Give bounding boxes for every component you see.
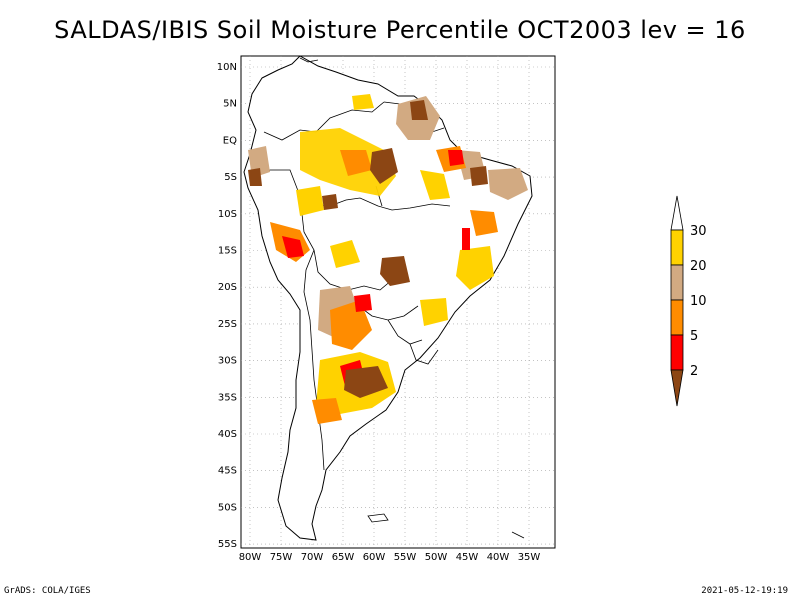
lat-tick-label: 55S bbox=[218, 539, 237, 550]
lon-tick-label: 50W bbox=[425, 552, 448, 563]
footer-credit: GrADS: COLA/IGES bbox=[4, 586, 91, 596]
lat-tick-label: 40S bbox=[218, 429, 237, 440]
lon-tick-label: 60W bbox=[363, 552, 386, 563]
lat-tick-label: 25S bbox=[218, 319, 237, 330]
lon-tick-label: 80W bbox=[239, 552, 262, 563]
lat-tick-label: 5S bbox=[224, 172, 237, 183]
continent-south-america bbox=[243, 55, 533, 541]
lat-tick-label: 45S bbox=[218, 466, 237, 477]
legend-label-5: 5 bbox=[690, 329, 698, 344]
longitude-tick-labels: 80W 75W 70W 65W 60W 55W 50W 45W 40W 35W bbox=[239, 552, 541, 563]
lat-tick-label: EQ bbox=[223, 135, 237, 146]
legend-labels: 30 20 10 5 2 bbox=[690, 224, 707, 379]
legend-swatch-5-10 bbox=[670, 299, 684, 336]
legend-swatch-10-20 bbox=[670, 264, 684, 301]
lat-tick-label: 20S bbox=[218, 282, 237, 293]
falkland-islands bbox=[367, 513, 389, 523]
lat-tick-label: 50S bbox=[218, 502, 237, 513]
lon-tick-label: 75W bbox=[270, 552, 293, 563]
lon-tick-label: 65W bbox=[332, 552, 355, 563]
lon-tick-label: 70W bbox=[301, 552, 324, 563]
legend-swatch-2-5 bbox=[670, 334, 684, 371]
lat-tick-label: 30S bbox=[218, 356, 237, 367]
footer-timestamp: 2021-05-12-19:19 bbox=[701, 586, 788, 596]
south-georgia bbox=[511, 531, 525, 539]
legend-swatch-20-30 bbox=[670, 229, 684, 266]
lat-tick-label: 35S bbox=[218, 392, 237, 403]
lon-tick-label: 45W bbox=[456, 552, 479, 563]
legend-label-2: 2 bbox=[690, 364, 698, 379]
legend-colorbar bbox=[670, 195, 684, 407]
legend-label-30: 30 bbox=[690, 224, 707, 239]
lon-tick-label: 55W bbox=[394, 552, 417, 563]
lon-tick-label: 40W bbox=[487, 552, 510, 563]
caribbean-coast bbox=[299, 57, 319, 63]
legend-label-10: 10 bbox=[690, 294, 707, 309]
map-title: SALDAS/IBIS Soil Moisture Percentile OCT… bbox=[54, 16, 746, 44]
legend-swatch-below-2 bbox=[670, 369, 684, 407]
moisture-patches bbox=[248, 94, 528, 424]
lat-tick-label: 10S bbox=[218, 209, 237, 220]
lon-tick-label: 35W bbox=[518, 552, 541, 563]
legend-label-20: 20 bbox=[690, 259, 707, 274]
lat-tick-label: 15S bbox=[218, 246, 237, 257]
legend-swatch-above-30 bbox=[670, 195, 684, 231]
lat-tick-label: 10N bbox=[217, 62, 237, 73]
latitude-tick-labels: 10N 5N EQ 5S 10S 15S 20S 25S 30S 35S 40S 45S 50S 55S bbox=[217, 62, 237, 550]
lat-tick-label: 5N bbox=[223, 99, 237, 110]
